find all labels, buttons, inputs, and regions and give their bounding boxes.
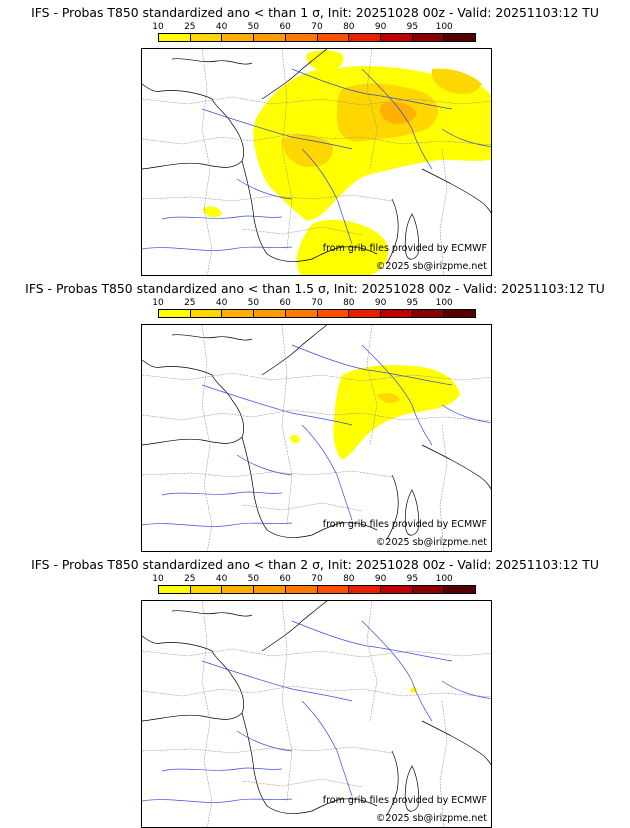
colorbar-segment [317,586,350,593]
colorbar-tick-label: 60 [279,22,291,32]
data-source-credit: from grib files provided by ECMWF [322,519,487,530]
map-graphic [142,49,491,275]
rivers [142,68,491,251]
rivers [142,620,491,803]
colorbar-tick-label: 70 [311,298,323,308]
colorbar-segment [190,34,223,41]
colorbar-segment [285,310,318,317]
coastlines [142,325,491,541]
colorbar [158,33,476,42]
colorbar-segment [349,310,381,317]
copyright-credit: ©2025 sb@irizpme.net [375,261,487,272]
colorbar-segment [222,310,255,317]
colorbar-segment [285,34,318,41]
colorbar-segment [159,586,191,593]
colorbar-segment [190,310,223,317]
map-area: from grib files provided by ECMWF ©2025 … [141,324,492,552]
colorbar-segment [254,310,286,317]
colorbar-tick-label: 95 [406,298,419,308]
data-source-credit: from grib files provided by ECMWF [322,243,487,254]
map-panel-3: IFS - Probas T850 standardized ano < tha… [0,552,630,828]
colorbar-tick-label: 70 [311,22,323,32]
copyright-credit: ©2025 sb@irizpme.net [375,537,487,548]
colorbar-tick-label: 40 [215,574,228,584]
colorbar-labels: 10 25 40 50 60 70 80 90 95 100 [140,574,480,585]
copyright-credit: ©2025 sb@irizpme.net [375,813,487,824]
colorbar-tick-label: 40 [215,298,228,308]
colorbar-labels: 10 25 40 50 60 70 80 90 95 100 [140,22,480,33]
colorbar-tick-label: 80 [343,298,355,308]
colorbar-tick-label: 50 [247,22,260,32]
colorbar-tick-label: 25 [184,574,196,584]
colorbar-segment [412,586,445,593]
coastlines [142,601,491,817]
borders [142,325,491,551]
panel-title: IFS - Probas T850 standardized ano < tha… [31,557,599,572]
colorbar-tick-label: 25 [184,22,196,32]
colorbar-segment [444,586,476,593]
map-panel-1: IFS - Probas T850 standardized ano < tha… [0,0,630,276]
colorbar-segment [222,586,255,593]
probability-field [202,50,491,275]
data-source-credit: from grib files provided by ECMWF [322,795,487,806]
colorbar-segment [349,34,381,41]
colorbar-segment [444,310,476,317]
colorbar-segment [254,34,286,41]
colorbar-segment [380,310,413,317]
colorbar-tick-label: 50 [247,574,260,584]
colorbar-tick-label: 95 [406,22,419,32]
colorbar-segment [159,34,191,41]
rivers [142,344,491,527]
colorbar-tick-label: 95 [406,574,419,584]
colorbar-segment [380,34,413,41]
colorbar-segment [380,586,413,593]
colorbar-tick-label: 10 [152,22,164,32]
colorbar-segment [159,310,191,317]
probability-field [290,365,460,460]
colorbar-tick-label: 25 [184,298,196,308]
colorbar-segment [222,34,255,41]
colorbar-tick-label: 90 [374,574,387,584]
colorbar-tick-label: 80 [343,574,355,584]
colorbar-segment [190,586,223,593]
borders [142,49,491,275]
map-panel-2: IFS - Probas T850 standardized ano < tha… [0,276,630,552]
borders [142,601,491,827]
colorbar-tick-label: 90 [374,22,387,32]
map-graphic [142,601,491,827]
colorbar-segment [444,34,476,41]
colorbar-segment [285,586,318,593]
map-graphic [142,325,491,551]
colorbar-tick-label: 60 [279,574,291,584]
colorbar-tick-label: 90 [374,298,387,308]
colorbar-tick-label: 100 [435,22,453,32]
panel-title: IFS - Probas T850 standardized ano < tha… [31,5,599,20]
colorbar-segment [254,586,286,593]
colorbar-segment [317,34,350,41]
colorbar-tick-label: 70 [311,574,323,584]
colorbar-tick-label: 10 [152,574,164,584]
panel-title: IFS - Probas T850 standardized ano < tha… [25,281,605,296]
coastlines [142,49,491,265]
colorbar-tick-label: 80 [343,22,355,32]
colorbar-segment [412,310,445,317]
colorbar [158,309,476,318]
colorbar-tick-label: 10 [152,298,164,308]
colorbar [158,585,476,594]
colorbar-segment [317,310,350,317]
colorbar-tick-label: 100 [435,574,453,584]
probability-field [410,687,417,693]
colorbar-segment [349,586,381,593]
map-area: from grib files provided by ECMWF ©2025 … [141,600,492,828]
colorbar-tick-label: 40 [215,22,228,32]
colorbar-tick-label: 100 [435,298,453,308]
map-area: from grib files provided by ECMWF ©2025 … [141,48,492,276]
colorbar-tick-label: 50 [247,298,260,308]
colorbar-tick-label: 60 [279,298,291,308]
colorbar-segment [412,34,445,41]
colorbar-labels: 10 25 40 50 60 70 80 90 95 100 [140,298,480,309]
